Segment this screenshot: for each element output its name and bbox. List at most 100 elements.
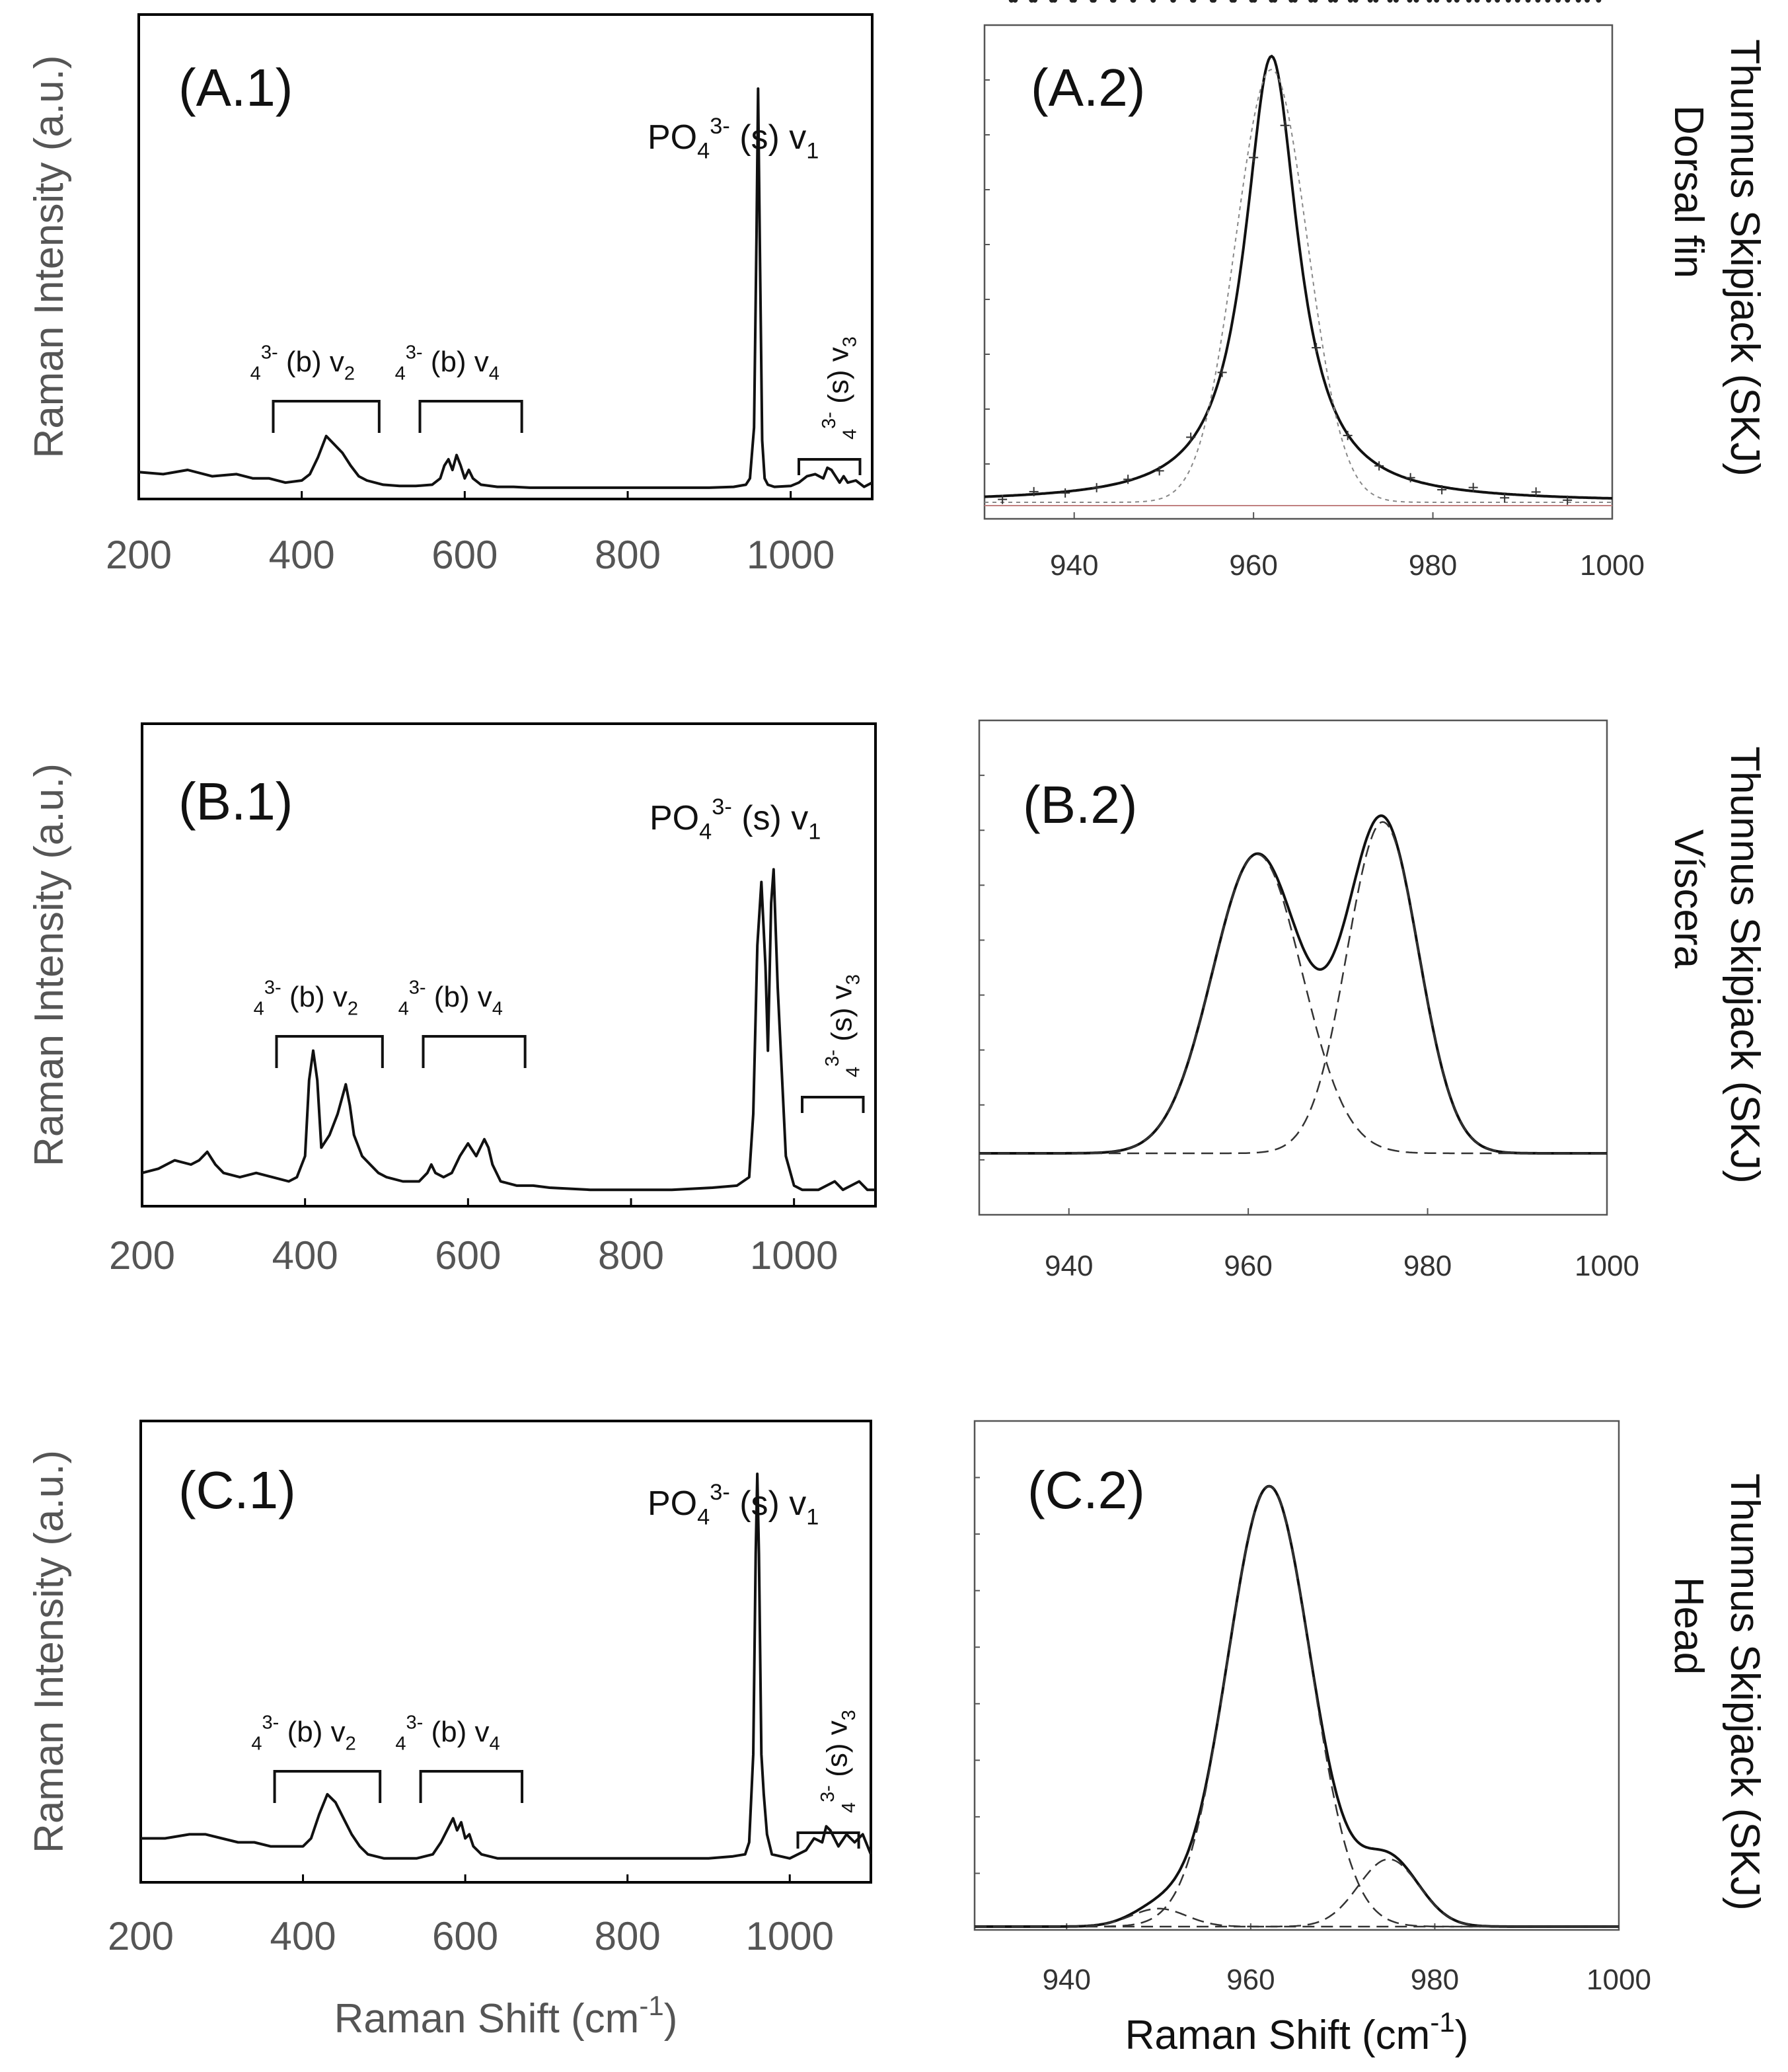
row-label-2: Thunnus Skipjack (SKJ)Víscera bbox=[1666, 746, 1768, 1184]
label-part: (s) v bbox=[821, 1720, 854, 1785]
data-point bbox=[1427, 0, 1433, 3]
fit-curve bbox=[984, 54, 1613, 500]
panel-label: (B.2) bbox=[1023, 775, 1137, 834]
x-tick-label: 980 bbox=[1403, 1250, 1452, 1282]
data-marker bbox=[1343, 430, 1353, 440]
data-point bbox=[1308, 0, 1314, 3]
x-axis-label: Raman Shift (cm-1) bbox=[1125, 2007, 1469, 2058]
data-point bbox=[1446, 0, 1452, 3]
x-tick-label: 400 bbox=[272, 1233, 338, 1278]
x-axis-label: Raman Shift (cm-1) bbox=[334, 1990, 678, 2042]
label-part: 3- bbox=[409, 978, 426, 999]
peak-label-v1: PO43- (s) v1 bbox=[650, 794, 821, 844]
data-marker bbox=[1374, 461, 1384, 471]
bracket-label-v4-text: 43- (b) v4 bbox=[398, 978, 503, 1020]
label-part: 2 bbox=[346, 1733, 356, 1754]
label-part: 3- bbox=[710, 114, 730, 139]
label-part: (b) v bbox=[278, 346, 344, 378]
peak-label-v1-text: PO43- (s) v1 bbox=[648, 114, 819, 163]
data-marker bbox=[1217, 367, 1227, 377]
bracket-label-v3: 43- (s) v3 bbox=[822, 974, 864, 1077]
bracket bbox=[798, 458, 862, 475]
y-axis-label: Raman Intensity (a.u.) bbox=[26, 56, 72, 459]
peak-label-v1: PO43- (s) v1 bbox=[648, 114, 819, 163]
bracket-label-v4-text: 43- (b) v4 bbox=[395, 342, 500, 385]
label-part: 4 bbox=[250, 363, 261, 384]
data-point bbox=[1373, 0, 1379, 3]
data-point bbox=[1407, 0, 1413, 3]
label-part: 4 bbox=[697, 1505, 710, 1530]
part-label: Head bbox=[1666, 1577, 1711, 1675]
component-curve bbox=[975, 1907, 1619, 1928]
data-point bbox=[1474, 0, 1480, 3]
bracket-label-v4: 43- (b) v4 bbox=[395, 1712, 500, 1755]
bracket bbox=[273, 1770, 382, 1803]
panel-label: (C.2) bbox=[1027, 1461, 1145, 1519]
data-point bbox=[1008, 0, 1014, 3]
label-part: 3 bbox=[838, 1710, 860, 1720]
plot-frame bbox=[973, 1420, 1620, 1931]
component-curve bbox=[979, 821, 1607, 1155]
bracket-label-v2-text: 43- (b) v2 bbox=[254, 978, 358, 1020]
bracket-label-v2-text: 43- (b) v2 bbox=[251, 1712, 355, 1755]
x-tick-label: 960 bbox=[1224, 1250, 1272, 1282]
data-point bbox=[1049, 0, 1055, 3]
panel-label: (C.1) bbox=[178, 1461, 296, 1519]
data-point bbox=[1555, 0, 1561, 3]
data-point bbox=[1150, 0, 1156, 3]
data-marker bbox=[1154, 466, 1164, 476]
data-point bbox=[1130, 0, 1136, 3]
label-part: 3- bbox=[406, 342, 423, 364]
bracket-label-v3-text: 43- (s) v3 bbox=[819, 336, 861, 440]
x-tick-label: 200 bbox=[106, 533, 172, 577]
label-part: 3- bbox=[819, 412, 840, 429]
label-part: 3- bbox=[406, 1712, 423, 1734]
data-point bbox=[1109, 0, 1115, 3]
label-part: 3- bbox=[261, 342, 278, 364]
data-marker bbox=[1531, 487, 1541, 497]
label-part: 1 bbox=[808, 820, 821, 845]
x-tick-label: 980 bbox=[1411, 1964, 1459, 1996]
plot-frame bbox=[978, 719, 1608, 1216]
bracket-label-v3: 43- (s) v3 bbox=[819, 336, 861, 440]
data-point bbox=[1367, 0, 1373, 3]
label-part: 2 bbox=[348, 998, 358, 1019]
x-tick-label: 600 bbox=[435, 1233, 501, 1278]
label-part: 4 bbox=[395, 363, 406, 384]
bracket-label-v4-text: 43- (b) v4 bbox=[395, 1712, 500, 1755]
data-point bbox=[1292, 0, 1298, 3]
peak-label-v1-text: PO43- (s) v1 bbox=[648, 1480, 819, 1529]
x-tick-label: 200 bbox=[108, 1914, 174, 1958]
bracket bbox=[418, 400, 523, 433]
row-label-3: Thunnus Skipjack (SKJ)Head bbox=[1666, 1473, 1768, 1911]
data-marker bbox=[1029, 486, 1039, 496]
label-part: 4 bbox=[251, 1733, 262, 1754]
label-part: (b) v bbox=[423, 1716, 489, 1748]
x-tick-label: 940 bbox=[1045, 1250, 1093, 1282]
panel-label: (A.2) bbox=[1031, 58, 1145, 117]
label-part: PO bbox=[648, 1484, 697, 1523]
bracket bbox=[801, 1096, 865, 1113]
data-point bbox=[1495, 0, 1501, 3]
bracket-label-v4: 43- (b) v4 bbox=[398, 978, 503, 1020]
label-part: 4 bbox=[490, 1733, 500, 1754]
label-part: (s) v bbox=[730, 1484, 807, 1523]
label-part: (b) v bbox=[279, 1716, 345, 1748]
bracket-label-v2: 43- (b) v2 bbox=[251, 1712, 355, 1755]
data-point bbox=[1347, 0, 1353, 3]
data-point bbox=[1545, 0, 1551, 3]
label-part: 4 bbox=[699, 820, 712, 845]
x-tick-label: 200 bbox=[109, 1233, 175, 1278]
plot-frame bbox=[139, 1420, 872, 1884]
peak-label-v1-text: PO43- (s) v1 bbox=[650, 794, 821, 844]
data-point bbox=[1413, 0, 1419, 3]
part-label: Víscera bbox=[1666, 829, 1711, 969]
data-point bbox=[1090, 0, 1096, 3]
bracket bbox=[419, 1770, 524, 1803]
label-part: 3- bbox=[822, 1050, 843, 1067]
label-part: 3- bbox=[712, 794, 732, 820]
